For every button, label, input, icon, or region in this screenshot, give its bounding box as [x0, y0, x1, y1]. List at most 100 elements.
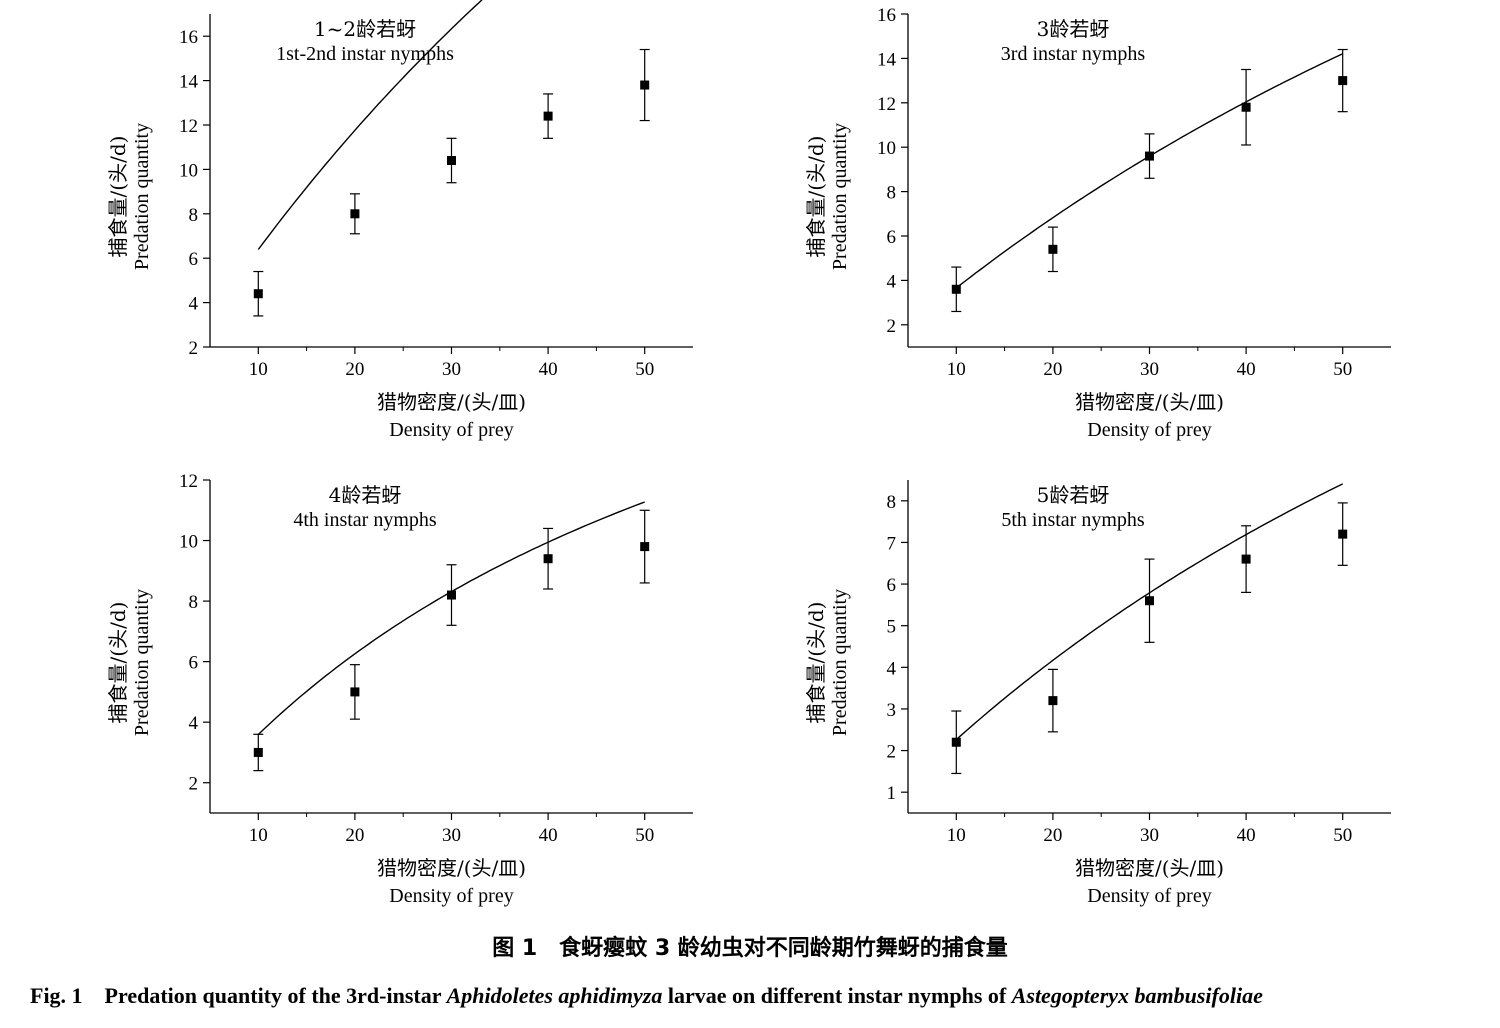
y-tick-label: 6	[189, 653, 199, 674]
x-tick-label: 40	[539, 825, 558, 846]
y-tick-label: 8	[887, 183, 897, 204]
y-tick-label: 5	[887, 617, 897, 638]
data-point	[253, 747, 263, 757]
y-axis-label-cn: 捕食量/(头/d)	[106, 136, 130, 258]
y-tick-label: 12	[179, 116, 198, 137]
y-tick-label: 16	[877, 5, 896, 26]
x-tick-label: 40	[1237, 359, 1256, 380]
data-point	[1048, 244, 1058, 254]
panel-title: 4龄若蚜	[329, 483, 402, 507]
data-point	[640, 542, 650, 552]
x-tick-label: 20	[1043, 359, 1062, 380]
x-tick-label: 20	[345, 825, 364, 846]
y-tick-label: 7	[887, 533, 897, 554]
data-point	[1241, 554, 1251, 564]
x-axis-label: Density of prey	[1087, 885, 1211, 907]
y-tick-label: 4	[189, 294, 199, 315]
x-tick-label: 20	[345, 359, 364, 380]
y-tick-label: 4	[189, 713, 199, 734]
y-tick-label: 2	[887, 316, 897, 337]
y-tick-label: 1	[887, 783, 897, 804]
data-point	[350, 209, 360, 219]
x-tick-label: 10	[249, 825, 268, 846]
y-axis-label: Predation quantity	[131, 589, 153, 736]
data-point	[1145, 596, 1154, 606]
y-tick-label: 10	[179, 532, 198, 553]
x-axis-label-cn: 猎物密度/(头/皿)	[1075, 856, 1224, 880]
y-tick-label: 12	[179, 471, 198, 492]
y-tick-label: 8	[189, 205, 199, 226]
panel-title: 5龄若蚜	[1037, 483, 1110, 507]
y-tick-label: 4	[887, 271, 897, 292]
y-axis-label-cn: 捕食量/(头/d)	[804, 136, 828, 258]
x-tick-label: 40	[1237, 825, 1256, 846]
x-axis-label: Density of prey	[389, 419, 513, 441]
y-tick-label: 14	[179, 72, 199, 93]
data-point	[1145, 151, 1154, 161]
x-tick-label: 50	[635, 825, 654, 846]
data-point	[1338, 529, 1348, 539]
x-tick-label: 40	[539, 359, 558, 380]
y-tick-label: 16	[179, 27, 198, 48]
y-tick-label: 3	[887, 700, 897, 721]
data-point	[253, 289, 263, 299]
y-tick-label: 6	[887, 575, 897, 596]
figure-caption-cn: 图 1 食蚜瘿蚊 3 龄幼虫对不同龄期竹舞蚜的捕食量	[492, 936, 1008, 961]
panel-title: 1~2龄若蚜	[314, 17, 416, 41]
x-tick-label: 20	[1043, 825, 1062, 846]
caption-species-1: Aphidoletes aphidimyza	[446, 983, 663, 1008]
panel-subtitle: 4th instar nymphs	[293, 509, 437, 531]
panel-subtitle: 3rd instar nymphs	[1001, 43, 1146, 65]
data-point	[447, 156, 456, 166]
x-tick-label: 50	[1333, 359, 1352, 380]
x-axis-label-cn: 猎物密度/(头/皿)	[1075, 390, 1224, 414]
y-tick-label: 12	[877, 94, 896, 115]
caption-prefix: Fig. 1 Predation quantity of the 3rd-ins…	[30, 983, 447, 1008]
x-axis-label-cn: 猎物密度/(头/皿)	[377, 856, 526, 880]
data-point	[640, 80, 650, 90]
x-tick-label: 50	[635, 359, 654, 380]
data-point	[543, 554, 553, 564]
y-tick-label: 10	[877, 138, 896, 159]
y-axis-label-cn: 捕食量/(头/d)	[106, 602, 130, 724]
x-tick-label: 10	[947, 825, 966, 846]
fit-curve	[257, 0, 483, 250]
caption-middle: larvae on different instar nymphs of	[662, 983, 1012, 1008]
data-point	[1048, 696, 1058, 706]
data-point	[1241, 102, 1251, 112]
y-tick-label: 6	[189, 249, 199, 270]
y-axis-label-cn: 捕食量/(头/d)	[804, 602, 828, 724]
data-point	[447, 590, 456, 600]
x-tick-label: 10	[249, 359, 268, 380]
x-tick-label: 30	[442, 825, 461, 846]
x-tick-label: 10	[947, 359, 966, 380]
y-axis-label: Predation quantity	[829, 123, 851, 270]
x-axis-label: Density of prey	[389, 885, 513, 907]
data-point	[1338, 76, 1348, 86]
x-tick-label: 50	[1333, 825, 1352, 846]
y-tick-label: 8	[189, 592, 199, 613]
y-tick-label: 14	[877, 49, 897, 70]
data-point	[350, 687, 360, 697]
y-tick-label: 8	[887, 492, 897, 513]
x-axis-label: Density of prey	[1087, 419, 1211, 441]
panel-subtitle: 5th instar nymphs	[1001, 509, 1145, 531]
y-tick-label: 10	[179, 160, 198, 181]
y-axis-label: Predation quantity	[829, 589, 851, 736]
data-point	[951, 284, 961, 294]
y-tick-label: 2	[189, 338, 199, 359]
panel-subtitle: 1st-2nd instar nymphs	[276, 43, 454, 65]
data-point	[951, 737, 961, 747]
y-tick-label: 2	[189, 774, 199, 795]
caption-species-2: Astegopteryx bambusifoliae	[1011, 983, 1263, 1008]
x-tick-label: 30	[1140, 825, 1159, 846]
y-tick-label: 6	[887, 227, 897, 248]
x-tick-label: 30	[442, 359, 461, 380]
figure-caption-en: Fig. 1 Predation quantity of the 3rd-ins…	[30, 978, 1480, 1010]
y-tick-label: 2	[887, 742, 897, 763]
y-axis-label: Predation quantity	[131, 123, 153, 270]
